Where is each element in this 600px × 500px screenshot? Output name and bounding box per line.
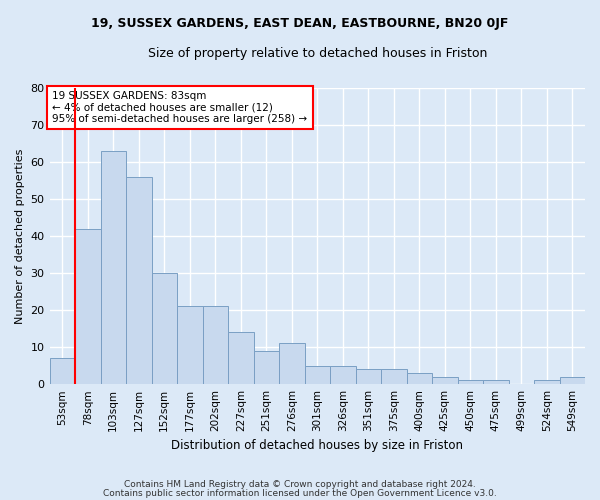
Bar (203, 306, 228, 384)
Bar (177, 306, 203, 384)
Text: Contains HM Land Registry data © Crown copyright and database right 2024.: Contains HM Land Registry data © Crown c… (124, 480, 476, 489)
Bar (330, 366, 356, 384)
Bar (152, 273, 177, 384)
Bar (407, 373, 432, 384)
Bar (101, 151, 126, 384)
Bar (534, 380, 560, 384)
Bar (356, 370, 381, 384)
Bar (50, 358, 75, 384)
Bar (458, 380, 483, 384)
Text: 19, SUSSEX GARDENS, EAST DEAN, EASTBOURNE, BN20 0JF: 19, SUSSEX GARDENS, EAST DEAN, EASTBOURN… (91, 18, 509, 30)
Text: Contains public sector information licensed under the Open Government Licence v3: Contains public sector information licen… (103, 488, 497, 498)
X-axis label: Distribution of detached houses by size in Friston: Distribution of detached houses by size … (171, 440, 463, 452)
Bar (483, 380, 509, 384)
Bar (279, 344, 305, 384)
Bar (305, 366, 330, 384)
Bar (228, 332, 254, 384)
Bar (254, 351, 279, 384)
Title: Size of property relative to detached houses in Friston: Size of property relative to detached ho… (148, 48, 487, 60)
Y-axis label: Number of detached properties: Number of detached properties (15, 148, 25, 324)
Text: 19 SUSSEX GARDENS: 83sqm
← 4% of detached houses are smaller (12)
95% of semi-de: 19 SUSSEX GARDENS: 83sqm ← 4% of detache… (52, 91, 307, 124)
Bar (126, 177, 152, 384)
Bar (560, 377, 585, 384)
Bar (75, 228, 101, 384)
Bar (381, 370, 407, 384)
Bar (432, 377, 458, 384)
